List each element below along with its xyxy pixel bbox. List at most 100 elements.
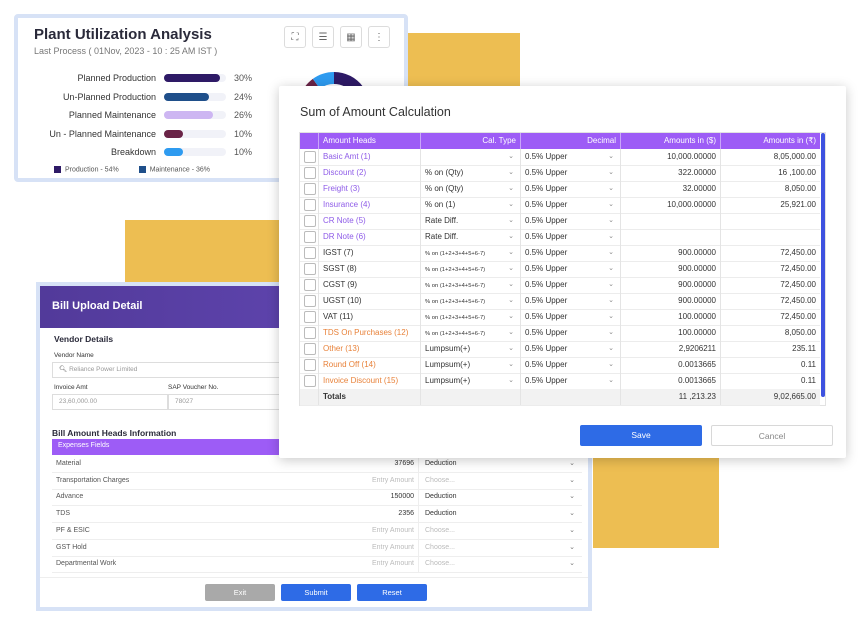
amount-inr-cell: 8,050.00 xyxy=(720,181,820,197)
decimal-select[interactable]: 0.5% Upper ⌄ xyxy=(520,245,620,261)
row-checkbox[interactable] xyxy=(304,183,316,195)
expense-type-value: Choose... xyxy=(425,543,455,551)
amount-head-cell[interactable]: UGST (10) xyxy=(318,293,420,309)
row-checkbox[interactable] xyxy=(304,231,316,243)
cal-type-select[interactable]: Lumpsum(+) ⌄ xyxy=(420,341,520,357)
row-checkbox[interactable] xyxy=(304,375,316,387)
decimal-select[interactable]: 0.5% Upper ⌄ xyxy=(520,357,620,373)
amount-head-cell[interactable]: CGST (9) xyxy=(318,277,420,293)
cal-type-select[interactable]: Rate Diff. ⌄ xyxy=(420,213,520,229)
decimal-select[interactable]: 0.5% Upper ⌄ xyxy=(520,309,620,325)
decimal-value: 0.5% Upper xyxy=(525,152,568,161)
exit-button[interactable]: Exit xyxy=(205,584,275,601)
amount-head-cell[interactable]: TDS On Purchases (12) xyxy=(318,325,420,341)
amount-head-cell[interactable]: DR Note (6) xyxy=(318,229,420,245)
expense-type-select[interactable]: Deduction ⌄ xyxy=(418,456,581,472)
row-checkbox[interactable] xyxy=(304,167,316,179)
row-checkbox[interactable] xyxy=(304,279,316,291)
expense-type-select[interactable]: Choose... ⌄ xyxy=(418,556,581,573)
cal-type-select[interactable]: % on (1) ⌄ xyxy=(420,197,520,213)
calendar-icon[interactable]: ▦ xyxy=(340,26,362,48)
vendor-name-field[interactable]: 🔍︎ Reliance Power Limited xyxy=(52,362,292,378)
table-scrollbar[interactable] xyxy=(821,133,825,397)
amount-head-cell[interactable]: IGST (7) xyxy=(318,245,420,261)
decimal-select[interactable]: 0.5% Upper ⌄ xyxy=(520,277,620,293)
decimal-select[interactable]: 0.5% Upper ⌄ xyxy=(520,341,620,357)
plant-row-label: Planned Maintenance xyxy=(68,110,156,120)
expense-type-select[interactable]: Deduction ⌄ xyxy=(418,489,581,506)
plant-row: Breakdown 10% xyxy=(18,145,252,159)
row-checkbox[interactable] xyxy=(304,359,316,371)
plant-row-percent: 10% xyxy=(234,147,253,157)
row-checkbox[interactable] xyxy=(304,151,316,163)
row-checkbox[interactable] xyxy=(304,263,316,275)
cal-type-select[interactable]: Lumpsum(+) ⌄ xyxy=(420,373,520,389)
cal-type-select[interactable]: % on (Qty) ⌄ xyxy=(420,165,520,181)
row-checkbox[interactable] xyxy=(304,311,316,323)
decimal-select[interactable]: 0.5% Upper ⌄ xyxy=(520,181,620,197)
document-icon[interactable]: ☰ xyxy=(312,26,334,48)
chevron-down-icon: ⌄ xyxy=(608,281,614,288)
amount-usd-cell xyxy=(620,229,720,245)
reset-button[interactable]: Reset xyxy=(357,584,427,601)
row-checkbox[interactable] xyxy=(304,199,316,211)
amount-head-cell[interactable]: Invoice Discount (15) xyxy=(318,373,420,389)
expense-type-select[interactable]: Choose... ⌄ xyxy=(418,472,581,489)
decimal-select[interactable]: 0.5% Upper ⌄ xyxy=(520,373,620,389)
amount-head-cell[interactable]: Insurance (4) xyxy=(318,197,420,213)
expense-amount-input[interactable]: 37696 xyxy=(394,460,414,467)
expense-amount-input[interactable]: Entry Amount xyxy=(371,476,414,484)
decimal-select[interactable]: 0.5% Upper ⌄ xyxy=(520,149,620,165)
decimal-value: 0.5% Upper xyxy=(525,328,568,337)
expense-amount-input[interactable]: 150000 xyxy=(390,493,414,501)
cal-type-select[interactable]: % on (1+2+3+4+5+6-7) ⌄ xyxy=(420,245,520,261)
fullscreen-icon[interactable]: ⛶ xyxy=(284,26,306,48)
invoice-amt-field[interactable]: 23,60,000.00 xyxy=(52,394,168,410)
decimal-select[interactable]: 0.5% Upper ⌄ xyxy=(520,229,620,245)
cal-type-select[interactable]: % on (1+2+3+4+5+6-7) ⌄ xyxy=(420,325,520,341)
amount-head-cell[interactable]: Basic Amt (1) xyxy=(318,149,420,165)
row-checkbox[interactable] xyxy=(304,215,316,227)
expense-amount-input[interactable]: Entry Amount xyxy=(371,526,414,534)
expense-amount-input[interactable]: 2356 xyxy=(398,510,414,518)
more-vertical-icon[interactable]: ⋮ xyxy=(368,26,390,48)
cal-type-select[interactable]: % on (1+2+3+4+5+6-7) ⌄ xyxy=(420,261,520,277)
decimal-select[interactable]: 0.5% Upper ⌄ xyxy=(520,261,620,277)
cal-type-select[interactable]: Lumpsum(+) ⌄ xyxy=(420,357,520,373)
cal-type-select[interactable]: % on (1+2+3+4+5+6-7) ⌄ xyxy=(420,293,520,309)
expense-amount-input[interactable]: Entry Amount xyxy=(371,560,414,568)
amount-head-cell[interactable]: SGST (8) xyxy=(318,261,420,277)
amount-head-cell[interactable]: CR Note (5) xyxy=(318,213,420,229)
decimal-select[interactable]: 0.5% Upper ⌄ xyxy=(520,325,620,341)
expense-type-select[interactable]: Deduction ⌄ xyxy=(418,506,581,523)
cancel-button[interactable]: Cancel xyxy=(711,425,833,446)
row-checkbox[interactable] xyxy=(304,327,316,339)
plant-row-label: Un-Planned Production xyxy=(62,91,156,102)
expense-type-select[interactable]: Choose... ⌄ xyxy=(418,522,581,539)
row-checkbox[interactable] xyxy=(304,343,316,355)
expense-amount-input[interactable]: Entry Amount xyxy=(371,543,414,551)
amount-head-cell[interactable]: VAT (11) xyxy=(318,309,420,325)
amount-head-cell[interactable]: Other (13) xyxy=(318,341,420,357)
decimal-select[interactable]: 0.5% Upper ⌄ xyxy=(520,213,620,229)
decimal-select[interactable]: 0.5% Upper ⌄ xyxy=(520,165,620,181)
expense-type-select[interactable]: Choose... ⌄ xyxy=(418,539,581,556)
cal-type-select[interactable]: Rate Diff. ⌄ xyxy=(420,229,520,245)
amount-head-cell[interactable]: Discount (2) xyxy=(318,165,420,181)
sap-voucher-field[interactable]: 78027 xyxy=(168,394,284,410)
cal-type-select[interactable]: % on (1+2+3+4+5+6-7) ⌄ xyxy=(420,277,520,293)
decimal-select[interactable]: 0.5% Upper ⌄ xyxy=(520,293,620,309)
chevron-down-icon: ⌄ xyxy=(608,169,614,176)
row-checkbox[interactable] xyxy=(304,247,316,259)
amount-head-cell[interactable]: Freight (3) xyxy=(318,181,420,197)
cal-type-select[interactable]: % on (1+2+3+4+5+6-7) ⌄ xyxy=(420,309,520,325)
decimal-select[interactable]: 0.5% Upper ⌄ xyxy=(520,197,620,213)
cal-type-select[interactable]: % on (Qty) ⌄ xyxy=(420,181,520,197)
cal-type-select[interactable]: ⌄ xyxy=(420,149,520,165)
save-button[interactable]: Save xyxy=(580,425,702,446)
submit-button[interactable]: Submit xyxy=(281,584,351,601)
amount-head-cell[interactable]: Round Off (14) xyxy=(318,357,420,373)
row-checkbox[interactable] xyxy=(304,295,316,307)
plant-row-label: Planned Production xyxy=(77,73,156,83)
vendor-section-title: Vendor Details xyxy=(54,334,114,344)
